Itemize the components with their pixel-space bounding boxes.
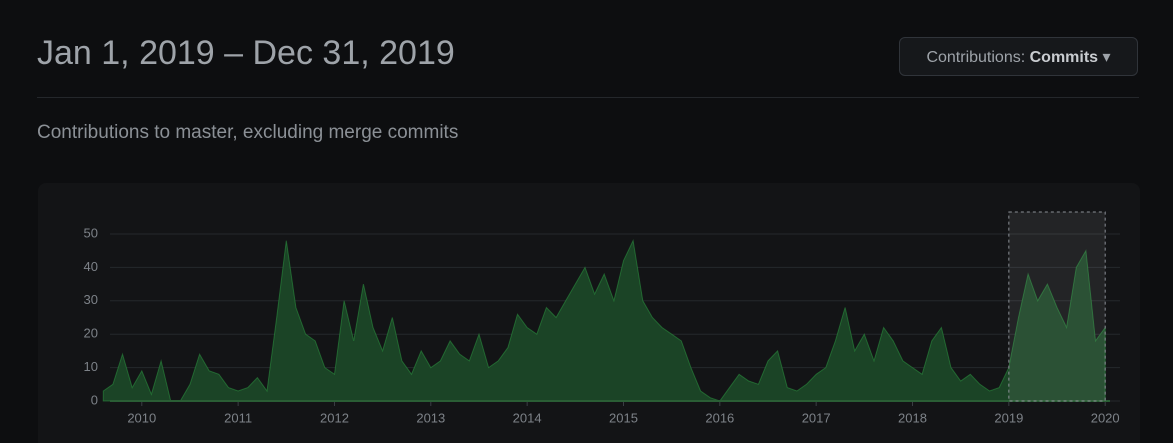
x-tick-label: 2019: [994, 410, 1023, 425]
x-tick-label: 2017: [802, 410, 831, 425]
x-tick-label: 2014: [513, 410, 542, 425]
caret: ▾: [1102, 49, 1111, 66]
x-tick-label: 2020: [1091, 410, 1120, 425]
x-tick-label: 2018: [898, 410, 927, 425]
y-tick-label: 0: [91, 392, 98, 407]
page-title: Jan 1, 2019 – Dec 31, 2019: [37, 34, 455, 72]
subtitle: Contributions to master, excluding merge…: [37, 122, 459, 143]
x-tick-label: 2013: [416, 410, 445, 425]
contributions-dropdown[interactable]: Contributions: Commits ▾: [899, 37, 1138, 76]
x-tick-label: 2016: [705, 410, 734, 425]
x-tick-label: 2015: [609, 410, 638, 425]
y-tick-label: 20: [84, 326, 98, 341]
x-tick-label: 2012: [320, 410, 349, 425]
separator: [37, 97, 1139, 98]
y-tick-label: 50: [84, 225, 98, 240]
y-tick-label: 30: [84, 292, 98, 307]
button-label: Contributions:: [926, 49, 1026, 66]
y-tick-label: 40: [84, 259, 98, 274]
area: [102, 239, 1106, 402]
x-tick-label: 2011: [224, 410, 252, 425]
x-tick-label: 2010: [127, 410, 156, 425]
selection-brush: [1008, 211, 1106, 402]
y-tick-label: 10: [84, 359, 98, 374]
button-value: Commits: [1029, 49, 1099, 66]
